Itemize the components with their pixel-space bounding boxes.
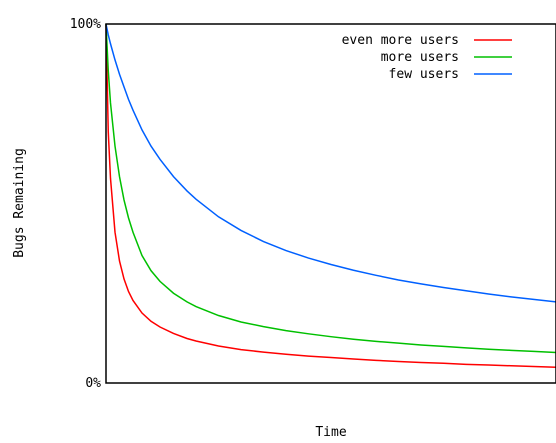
series-line-even-more-users (105, 23, 556, 368)
plot-frame (105, 23, 556, 384)
series-line-more-users (105, 23, 556, 354)
legend-label-even-more-users: even more users (342, 33, 459, 48)
legend: even more users more users few users (342, 33, 512, 82)
legend-label-more-users: more users (381, 50, 459, 65)
y-tick-label: 100% (70, 17, 101, 32)
y-axis-label: Bugs Remaining (12, 148, 27, 258)
y-tick-labels: 0% 100% (70, 17, 101, 391)
y-tick-label: 0% (85, 376, 101, 391)
legend-label-few-users: few users (389, 67, 459, 82)
x-axis-label: Time (315, 425, 346, 440)
series-line-few-users (105, 23, 556, 303)
series-lines (105, 23, 556, 368)
